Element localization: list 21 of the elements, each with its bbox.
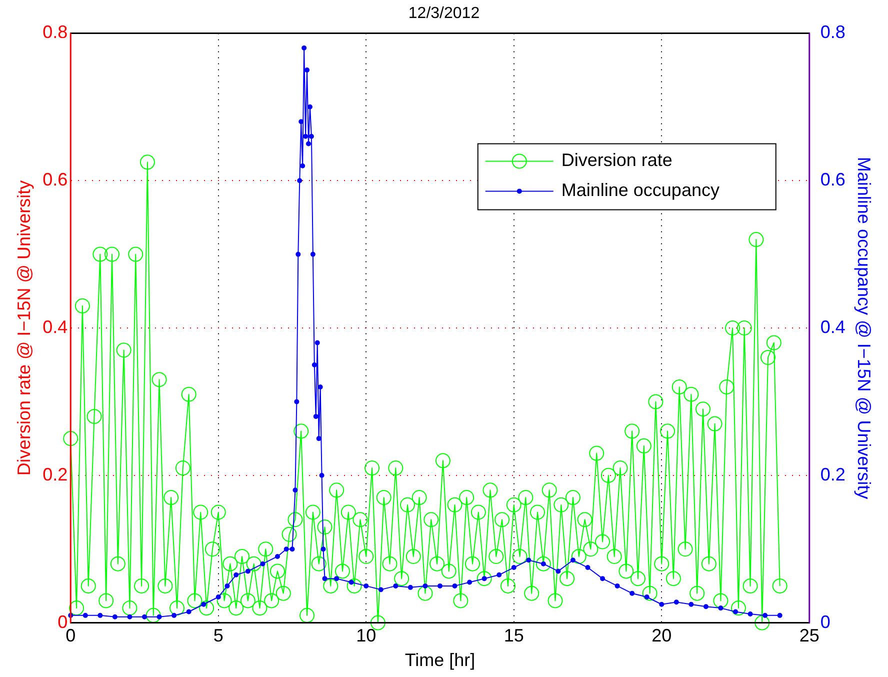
x-tick-label: 15 (504, 626, 524, 646)
y2-tick-label: 0.4 (820, 316, 846, 337)
y-tick-label: 0 (58, 612, 68, 632)
y2-axis-title: Mainline occupancy @ I−15N @ University (854, 156, 874, 500)
x-tick-label: 20 (652, 626, 672, 646)
chart-title: 12/3/2012 (408, 5, 480, 22)
y2-tick-label: 0 (820, 612, 830, 632)
x-axis-title: Time [hr] (404, 650, 476, 670)
x-tick-label: 25 (799, 626, 820, 646)
y2-tick-label: 0.8 (820, 22, 846, 42)
y-tick-label: 0.2 (42, 464, 68, 484)
y-tick-label: 0.8 (42, 22, 68, 42)
y2-tick-label: 0.6 (820, 170, 846, 190)
y2-tick-label: 0.2 (820, 464, 846, 484)
y-tick-label: 0.4 (42, 316, 68, 337)
y-tick-label: 0.6 (42, 170, 68, 190)
x-tick-label: 10 (356, 626, 376, 646)
x-tick-label: 5 (213, 626, 224, 646)
y-axis-title: Diversion rate @ I−15N @ University (14, 180, 34, 476)
legend-label: Diversion rate (561, 150, 672, 170)
legend-label: Mainline occupancy (561, 180, 720, 200)
